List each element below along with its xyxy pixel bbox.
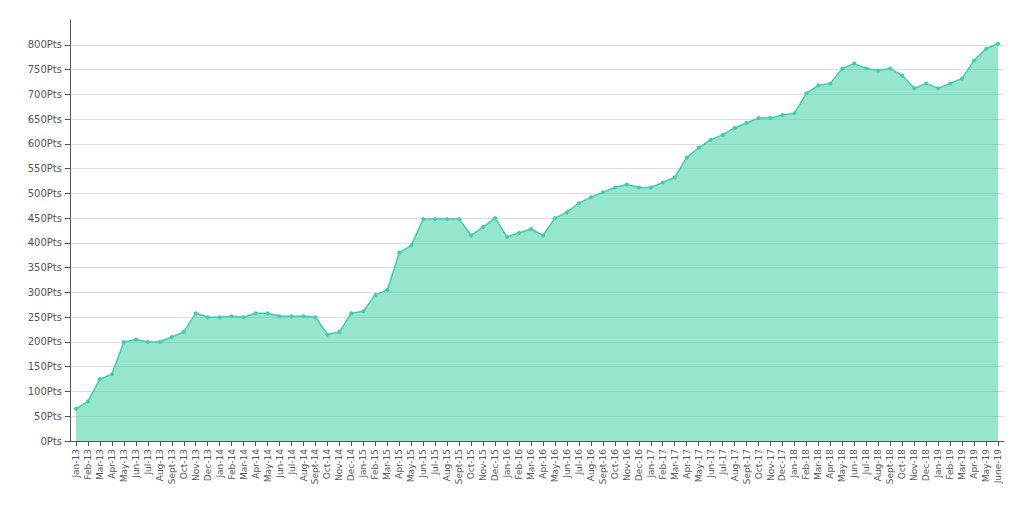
- svg-text:Apr-19: Apr-19: [969, 449, 979, 479]
- svg-text:May-18: May-18: [837, 449, 847, 482]
- svg-text:Sept-15: Sept-15: [454, 449, 464, 484]
- svg-text:Dec-14: Dec-14: [346, 449, 356, 481]
- svg-text:Jan-15: Jan-15: [358, 449, 368, 479]
- svg-text:June-19: June-19: [993, 449, 1003, 485]
- svg-text:Jul-16: Jul-16: [574, 449, 584, 476]
- svg-text:Mar-17: Mar-17: [670, 449, 680, 480]
- svg-text:800Pts: 800Pts: [28, 39, 62, 50]
- svg-text:200Pts: 200Pts: [28, 336, 62, 347]
- svg-text:Aug-15: Aug-15: [442, 449, 452, 481]
- svg-text:Jan-16: Jan-16: [502, 449, 512, 479]
- svg-text:Apr-16: Apr-16: [538, 449, 548, 479]
- svg-text:Apr-17: Apr-17: [682, 449, 692, 479]
- svg-text:Jul-18: Jul-18: [861, 449, 871, 476]
- svg-text:Sept-17: Sept-17: [742, 449, 752, 484]
- svg-text:Nov-16: Nov-16: [622, 449, 632, 481]
- svg-text:500Pts: 500Pts: [28, 188, 62, 199]
- svg-text:550Pts: 550Pts: [28, 163, 62, 174]
- svg-text:Dec-15: Dec-15: [490, 449, 500, 481]
- svg-text:Mar-18: Mar-18: [813, 449, 823, 480]
- svg-text:150Pts: 150Pts: [28, 361, 62, 372]
- svg-text:Aug-18: Aug-18: [873, 449, 883, 482]
- svg-text:400Pts: 400Pts: [28, 237, 62, 248]
- svg-text:Oct-16: Oct-16: [610, 449, 620, 480]
- svg-text:50Pts: 50Pts: [34, 411, 62, 422]
- svg-text:Nov-18: Nov-18: [909, 449, 919, 481]
- svg-text:Dec-17: Dec-17: [777, 449, 787, 481]
- svg-text:Feb-17: Feb-17: [658, 449, 668, 480]
- svg-text:Dec-18: Dec-18: [921, 449, 931, 481]
- svg-text:Jan-13: Jan-13: [71, 449, 81, 479]
- svg-text:May-16: May-16: [550, 449, 560, 482]
- svg-text:Jun-17: Jun-17: [706, 449, 716, 479]
- svg-text:Mar-15: Mar-15: [382, 449, 392, 480]
- svg-text:Aug-13: Aug-13: [155, 449, 165, 481]
- svg-text:Sept-16: Sept-16: [598, 449, 608, 484]
- svg-text:Jun-14: Jun-14: [275, 449, 285, 479]
- svg-text:Nov-13: Nov-13: [191, 449, 201, 481]
- svg-text:Sept-13: Sept-13: [167, 449, 177, 484]
- svg-text:Jun-13: Jun-13: [131, 449, 141, 479]
- svg-text:Mar-13: Mar-13: [95, 449, 105, 480]
- svg-text:Feb-18: Feb-18: [801, 449, 811, 480]
- svg-text:May-15: May-15: [406, 449, 416, 482]
- svg-text:Feb-19: Feb-19: [945, 449, 955, 480]
- svg-text:0Pts: 0Pts: [40, 436, 62, 447]
- svg-text:600Pts: 600Pts: [28, 138, 62, 149]
- svg-text:Jul-13: Jul-13: [143, 449, 153, 476]
- svg-text:Jun-15: Jun-15: [418, 449, 428, 479]
- svg-text:Oct-18: Oct-18: [897, 449, 907, 480]
- svg-text:750Pts: 750Pts: [28, 64, 62, 75]
- svg-text:May-13: May-13: [119, 449, 129, 482]
- svg-text:350Pts: 350Pts: [28, 262, 62, 273]
- svg-text:Jan-14: Jan-14: [215, 449, 225, 479]
- svg-text:Oct-14: Oct-14: [322, 449, 332, 480]
- svg-text:Aug-16: Aug-16: [586, 449, 596, 482]
- svg-text:Jul-17: Jul-17: [718, 449, 728, 476]
- svg-text:Feb-15: Feb-15: [370, 449, 380, 480]
- svg-text:Mar-14: Mar-14: [239, 449, 249, 480]
- svg-text:Aug-14: Aug-14: [299, 449, 309, 482]
- svg-text:450Pts: 450Pts: [28, 213, 62, 224]
- svg-text:Feb-14: Feb-14: [227, 449, 237, 480]
- svg-text:Sept-18: Sept-18: [885, 449, 895, 484]
- svg-text:Jul-14: Jul-14: [287, 449, 297, 476]
- svg-text:Nov-15: Nov-15: [478, 449, 488, 481]
- svg-text:May-17: May-17: [694, 449, 704, 482]
- svg-text:May-19: May-19: [981, 449, 991, 482]
- svg-text:Feb-13: Feb-13: [83, 449, 93, 480]
- svg-text:Jun-18: Jun-18: [849, 449, 859, 479]
- svg-text:Nov-14: Nov-14: [334, 449, 344, 481]
- svg-text:250Pts: 250Pts: [28, 312, 62, 323]
- svg-text:Oct-17: Oct-17: [754, 449, 764, 479]
- svg-text:Jul-15: Jul-15: [430, 449, 440, 476]
- svg-text:Feb-16: Feb-16: [514, 449, 524, 480]
- svg-text:Aug-17: Aug-17: [730, 449, 740, 481]
- svg-text:100Pts: 100Pts: [28, 386, 62, 397]
- svg-text:Oct-13: Oct-13: [179, 449, 189, 479]
- svg-text:Apr-13: Apr-13: [107, 449, 117, 479]
- svg-text:Apr-15: Apr-15: [394, 449, 404, 479]
- svg-text:Dec-13: Dec-13: [203, 449, 213, 481]
- svg-text:Nov-17: Nov-17: [766, 449, 776, 481]
- svg-text:Mar-16: Mar-16: [526, 449, 536, 480]
- svg-text:Jan-17: Jan-17: [646, 449, 656, 479]
- svg-text:Apr-14: Apr-14: [251, 449, 261, 479]
- svg-text:Apr-18: Apr-18: [825, 449, 835, 479]
- svg-text:700Pts: 700Pts: [28, 89, 62, 100]
- svg-text:Jun-16: Jun-16: [562, 449, 572, 479]
- svg-text:Oct-15: Oct-15: [466, 449, 476, 479]
- svg-text:Mar-19: Mar-19: [957, 449, 967, 480]
- svg-text:Dec-16: Dec-16: [634, 449, 644, 481]
- svg-text:650Pts: 650Pts: [28, 114, 62, 125]
- svg-text:Jan-19: Jan-19: [933, 449, 943, 479]
- svg-text:300Pts: 300Pts: [28, 287, 62, 298]
- svg-text:Sept-14: Sept-14: [310, 449, 320, 484]
- svg-text:May-14: May-14: [263, 449, 273, 482]
- svg-text:Jan-18: Jan-18: [789, 449, 799, 479]
